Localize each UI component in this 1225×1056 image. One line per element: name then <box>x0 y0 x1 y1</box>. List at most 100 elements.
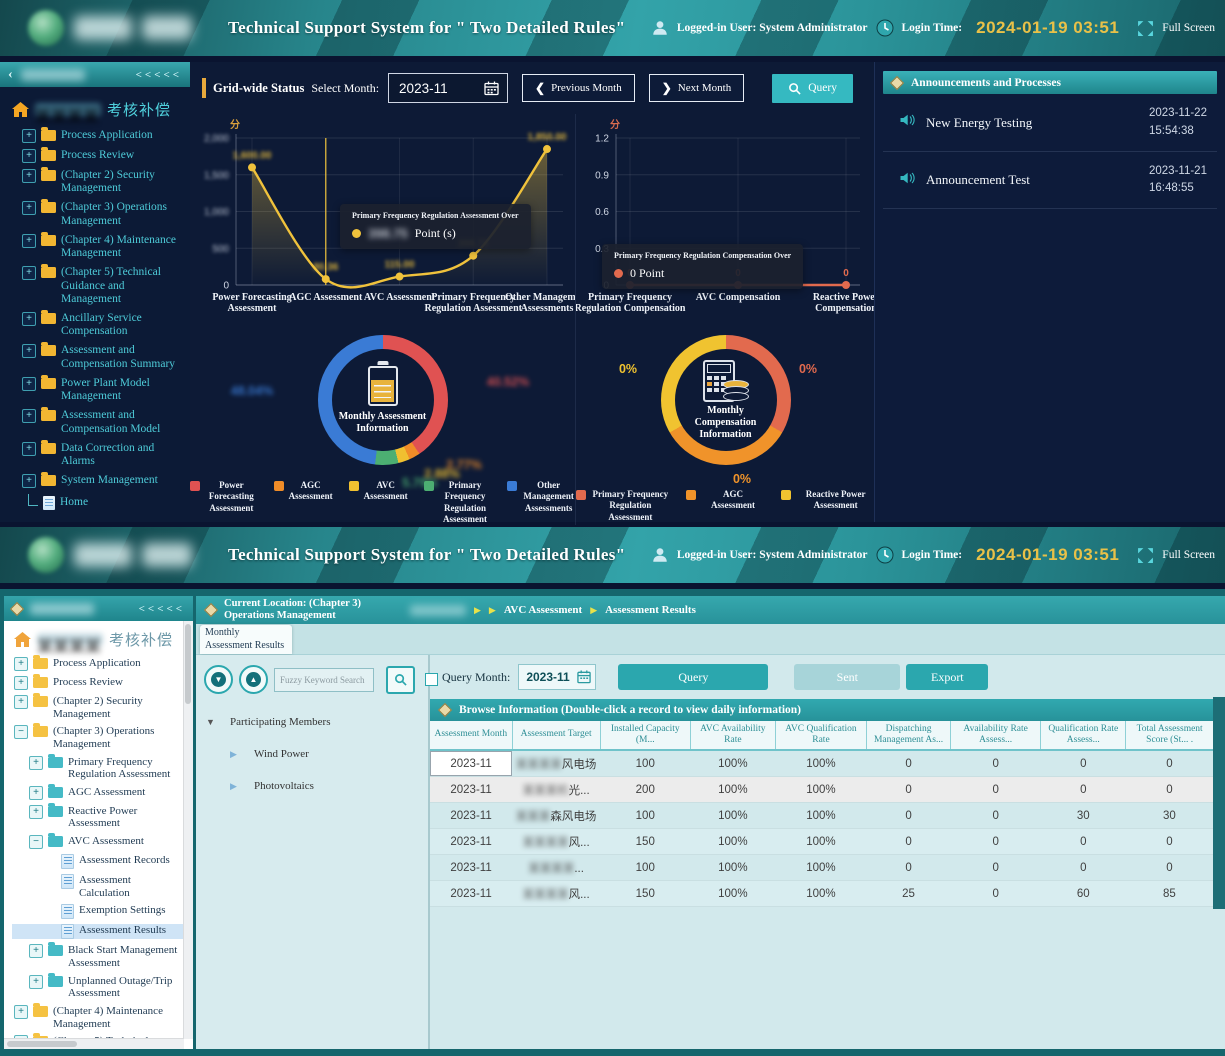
expand-toggle-icon[interactable]: + <box>14 1035 28 1039</box>
month-value-input[interactable] <box>389 80 485 96</box>
expand-toggle-icon[interactable]: + <box>29 944 43 959</box>
members-item-pv[interactable]: ▶ Photovoltaics <box>206 780 428 792</box>
sidebar-item[interactable]: + Assessment and Compensation Model <box>22 407 186 435</box>
expand-toggle-icon[interactable]: + <box>29 974 43 989</box>
breadcrumb-item-results[interactable]: Assessment Results <box>605 604 696 616</box>
sidebar-item[interactable]: + Data Correction and Alarms <box>22 439 186 468</box>
sidebar-item-home[interactable]: Home <box>28 494 186 511</box>
scrollbar-vertical[interactable] <box>183 621 193 1039</box>
members-root[interactable]: ▼ Participating Members <box>206 716 428 728</box>
back-chevron-icon[interactable]: ‹ <box>8 66 13 82</box>
scrollbar-thumb[interactable] <box>7 1041 77 1047</box>
expand-toggle-icon[interactable]: − <box>29 835 43 850</box>
table-row[interactable]: 2023-11 某某某某风电场 100 100% 100% 0 0 0 0 <box>430 750 1213 777</box>
table-row[interactable]: 2023-11 某某某森风电场 100 100% 100% 0 0 30 30 <box>430 802 1213 829</box>
expand-toggle-icon[interactable]: + <box>22 441 36 456</box>
tree-item[interactable]: Assessment Results <box>12 924 184 940</box>
sidebar-item[interactable]: + (Chapter 2) Security Management <box>22 167 186 195</box>
collapse-arrows-icon[interactable]: <<<<< <box>135 68 182 81</box>
legend-item[interactable]: Primary Frequency Regulation Assessment <box>423 480 492 525</box>
expand-toggle-icon[interactable]: + <box>22 201 36 216</box>
expand-toggle-icon[interactable]: + <box>22 266 36 281</box>
expand-all-button[interactable]: ▼ <box>204 665 233 694</box>
filter-checkbox[interactable] <box>425 673 438 686</box>
tree-item[interactable]: + (Chapter 2) Security Management <box>12 693 184 720</box>
expand-toggle-icon[interactable]: + <box>22 474 36 489</box>
tree-item[interactable]: + Unplanned Outage/Trip Assessment <box>12 972 184 1000</box>
table-row[interactable]: 2023-11 某某某某风... 150 100% 100% 25 0 60 85 <box>430 880 1213 907</box>
caret-down-icon[interactable]: ▼ <box>206 717 215 727</box>
collapse-all-button[interactable]: ▲ <box>239 665 268 694</box>
fullscreen-label[interactable]: Full Screen <box>1162 549 1215 561</box>
query-button[interactable]: Query <box>772 73 853 103</box>
announcement-row[interactable]: Announcement Test 2023-11-21 16:48:55 <box>883 152 1217 210</box>
tree-item[interactable]: Assessment Records <box>12 854 184 870</box>
expand-toggle-icon[interactable]: − <box>14 725 28 740</box>
expand-toggle-icon[interactable]: + <box>22 169 36 183</box>
table-row[interactable]: 2023-11 某某某某... 100 100% 100% 0 0 0 0 <box>430 854 1213 881</box>
expand-toggle-icon[interactable]: + <box>14 657 28 671</box>
sidebar-header[interactable]: <<<<< <box>4 596 193 621</box>
breadcrumb-item-avc[interactable]: AVC Assessment <box>503 604 583 616</box>
expand-toggle-icon[interactable]: + <box>22 311 36 326</box>
tree-item[interactable]: + Primary Frequency Regulation Assessment <box>12 753 184 781</box>
expand-toggle-icon[interactable]: + <box>14 695 28 709</box>
tree-item[interactable]: + (Chapter 5) Technical Guidance and Mana… <box>12 1033 184 1039</box>
sidebar-item[interactable]: + (Chapter 5) Technical Guidance and Mana… <box>22 264 186 306</box>
legend-item[interactable]: Reactive Power Assessment <box>781 489 875 512</box>
expand-toggle-icon[interactable]: + <box>29 785 43 800</box>
tree-root[interactable]: 某某某某 考核补偿 <box>12 99 186 126</box>
tree-item[interactable]: − (Chapter 3) Operations Management <box>12 723 184 750</box>
sidebar-item[interactable]: + (Chapter 4) Maintenance Management <box>22 231 186 260</box>
expand-toggle-icon[interactable]: + <box>29 804 43 819</box>
expand-toggle-icon[interactable]: + <box>14 676 28 690</box>
scrollbar-thumb[interactable] <box>185 624 191 704</box>
tree-item[interactable]: + Process Application <box>12 655 184 671</box>
tree-item[interactable]: + Black Start Management Assessment <box>12 942 184 969</box>
next-month-button[interactable]: ❯ Next Month <box>648 74 745 102</box>
tree-item[interactable]: Exemption Settings <box>12 904 184 920</box>
expand-toggle-icon[interactable]: + <box>22 344 36 359</box>
expand-toggle-icon[interactable]: + <box>14 1004 28 1019</box>
sidebar-header[interactable]: ‹ <<<<< <box>0 62 190 87</box>
month-picker[interactable] <box>388 73 509 103</box>
sidebar-item[interactable]: + Process Review <box>22 147 186 163</box>
legend-item[interactable]: AGC Assessment <box>685 489 766 512</box>
collapse-arrows-icon[interactable]: <<<<< <box>138 602 185 615</box>
scrollbar-horizontal[interactable] <box>4 1038 184 1049</box>
legend-item[interactable]: Primary Frequency Regulation Assessment <box>576 489 670 523</box>
tree-item[interactable]: − AVC Assessment <box>12 833 184 850</box>
sidebar-item[interactable]: + Process Application <box>22 127 186 143</box>
caret-right-icon[interactable]: ▶ <box>230 748 237 759</box>
tree-item[interactable]: + Reactive Power Assessment <box>12 802 184 830</box>
export-button[interactable]: Export <box>906 664 989 690</box>
expand-toggle-icon[interactable]: + <box>22 129 36 143</box>
tree-item[interactable]: + (Chapter 4) Maintenance Management <box>12 1002 184 1030</box>
tree-item[interactable]: + AGC Assessment <box>12 783 184 800</box>
month-picker[interactable] <box>518 664 597 690</box>
sidebar-item[interactable]: + Ancillary Service Compensation <box>22 309 186 338</box>
query-button[interactable]: Query <box>618 664 769 690</box>
tree-item[interactable]: + Process Review <box>12 674 184 690</box>
tree-item[interactable]: Assessment Calculation <box>12 874 184 899</box>
legend-item[interactable]: AGC Assessment <box>273 480 333 503</box>
sidebar-item[interactable]: + System Management <box>22 472 186 489</box>
sidebar-item[interactable]: + Power Plant Model Management <box>22 374 186 403</box>
expand-toggle-icon[interactable]: + <box>22 409 36 424</box>
fullscreen-icon[interactable] <box>1137 20 1154 37</box>
tree-root[interactable]: 某某某某 考核补偿 <box>14 629 184 656</box>
legend-item[interactable]: AVC Assessment <box>348 480 408 503</box>
members-item-wind[interactable]: ▶ Wind Power <box>206 748 428 760</box>
search-input[interactable] <box>274 667 374 692</box>
expand-toggle-icon[interactable]: + <box>22 149 36 163</box>
expand-toggle-icon[interactable]: + <box>22 376 36 391</box>
table-row[interactable]: 2023-11 某某某某风... 150 100% 100% 0 0 0 0 <box>430 828 1213 855</box>
caret-right-icon[interactable]: ▶ <box>230 780 237 791</box>
month-value-input[interactable] <box>519 670 578 684</box>
legend-item[interactable]: Power Forecasting Assessment <box>190 480 258 514</box>
announcement-row[interactable]: New Energy Testing 2023-11-22 15:54:38 <box>883 94 1217 152</box>
fullscreen-label[interactable]: Full Screen <box>1162 22 1215 34</box>
fullscreen-icon[interactable] <box>1137 547 1154 564</box>
expand-toggle-icon[interactable]: + <box>22 233 36 248</box>
search-button[interactable] <box>386 665 415 694</box>
